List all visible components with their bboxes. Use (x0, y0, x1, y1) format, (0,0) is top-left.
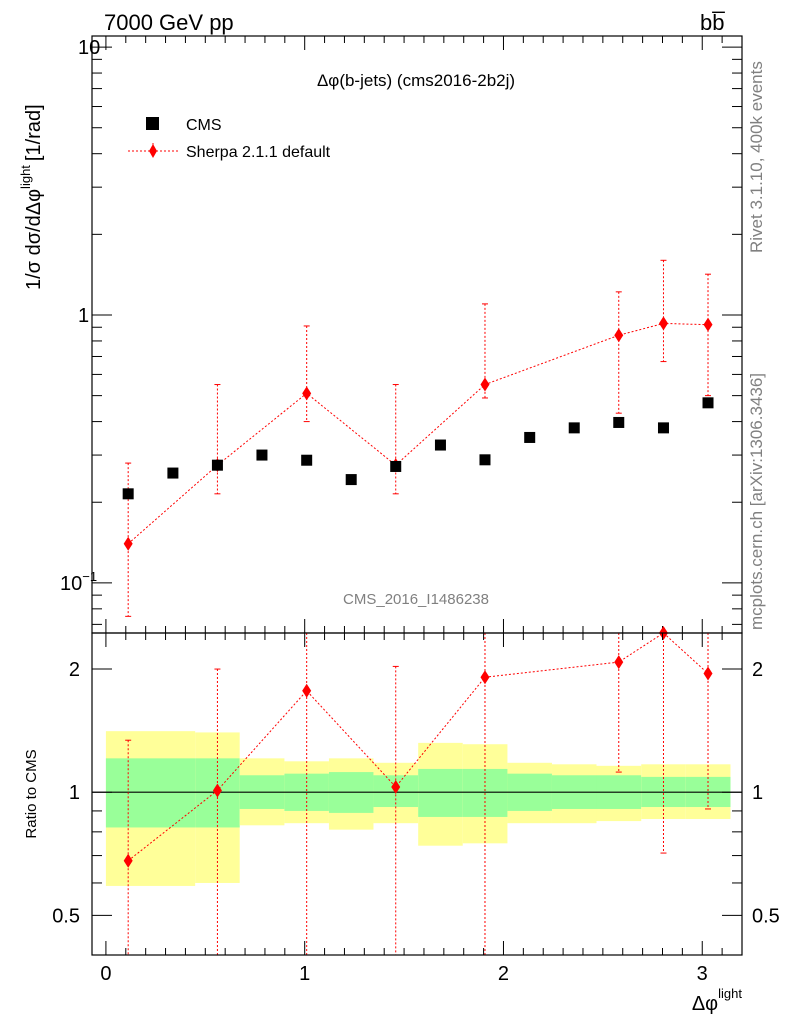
x-tick-label: 0 (100, 963, 111, 985)
ratio-point (302, 683, 312, 698)
ratio-point (212, 783, 222, 798)
legend-cms-label: CMS (186, 117, 222, 134)
analysis-watermark: CMS_2016_I1486238 (343, 591, 489, 608)
ratio-y-tick-label-right: 2 (752, 659, 763, 681)
y-axis-label-top: 1/σ dσ/dΔφlight [1/rad] (18, 104, 45, 290)
x-tick-label: 1 (299, 963, 310, 985)
cms-point (613, 416, 625, 428)
sherpa-point (302, 386, 312, 401)
ratio-y-tick-label: 0.5 (52, 905, 80, 927)
cms-point (434, 439, 446, 451)
cms-point (167, 467, 179, 479)
ratio-y-tick-label-right: 1 (752, 782, 763, 804)
legend-cms-marker (146, 117, 159, 130)
x-tick-label: 3 (697, 963, 708, 985)
cms-point (702, 397, 714, 409)
sherpa-point (658, 316, 668, 331)
cms-point (657, 422, 669, 434)
sherpa-line (127, 322, 709, 545)
ratio-point (480, 670, 490, 685)
cms-point (390, 460, 402, 472)
ratio-plot-frame (91, 632, 743, 956)
process-label: bb̅ (700, 10, 725, 35)
band-inner-bin (418, 768, 463, 817)
cms-point (345, 474, 357, 486)
ratio-y-tick-label-right: 0.5 (752, 905, 780, 927)
y-axis-label-unit: [1/rad] (23, 104, 45, 161)
band-inner-bin (105, 758, 196, 828)
legend-sherpa-label: Sherpa 2.1.1 default (186, 144, 331, 161)
sherpa-point (703, 317, 713, 332)
ratio-y-tick-label: 2 (69, 659, 80, 681)
energy-label: 7000 GeV pp (104, 10, 234, 35)
cms-point (568, 422, 580, 434)
y-axis-label-main: 1/σ dσ/dΔφ (23, 189, 45, 290)
ratio-y-tick-label: 1 (69, 782, 80, 804)
ratio-panel: 0.5 0.5 1 1 2 2 0 1 2 3 Ratio to CMS Δφlight (23, 626, 780, 1015)
legend: CMS Sherpa 2.1.1 default (128, 117, 331, 161)
mcplots-label: mcplots.cern.ch [arXiv:1306.3436] (747, 373, 766, 630)
sherpa-point (123, 536, 133, 551)
cms-point (524, 431, 536, 443)
band-inner-bin (462, 768, 508, 817)
cms-point (122, 488, 134, 500)
sherpa-point (480, 377, 490, 392)
sherpa-point (614, 328, 624, 343)
y-axis-label-sup: light (18, 165, 33, 189)
y-tick-label: 1 (78, 305, 89, 327)
ratio-point (703, 666, 713, 681)
ratio-axis-label: Ratio to CMS (23, 749, 40, 838)
cms-point (211, 459, 223, 471)
x-axis-label-sup: light (718, 986, 742, 1001)
cms-point (256, 449, 268, 461)
chart-title: Δφ(b-jets) (cms2016-2b2j) (317, 71, 515, 90)
cms-point (301, 454, 313, 466)
legend-sherpa-marker (149, 144, 157, 158)
x-axis-label: Δφlight (692, 986, 743, 1015)
ratio-point (391, 779, 401, 794)
ratio-point (614, 655, 624, 670)
y-tick-label: 10 (78, 37, 100, 59)
cms-point (479, 454, 491, 466)
ratio-line (127, 632, 709, 862)
main-panel: CMS_2016_I1486238 10−1 1 10 Δφ(b-jets) (cm… (18, 35, 743, 634)
rivet-info-label: Rivet 3.1.10, 400k events (747, 61, 766, 253)
x-axis-label-main: Δφ (692, 993, 718, 1015)
ratio-point (123, 853, 133, 868)
x-tick-label: 2 (498, 963, 509, 985)
y-tick-label: 10−1 (60, 569, 97, 595)
